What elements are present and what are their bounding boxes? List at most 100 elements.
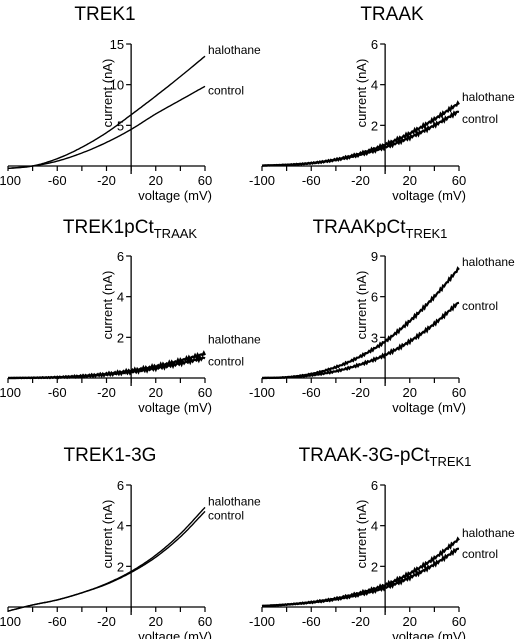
x-tick-label: -60	[302, 385, 321, 400]
x-tick-label: 20	[403, 385, 417, 400]
x-tick-label: 60	[198, 385, 212, 400]
y-axis-label: current (nA)	[354, 271, 369, 340]
panel-3: TREK1pCtTRAAK -100 -60 -20 20 60 2 4 6 voltage (m…	[0, 217, 261, 415]
panel-title-subscript: TREK1	[430, 454, 472, 469]
panel-title-main: TREK1pCt	[63, 217, 155, 238]
series-control-label: control	[208, 83, 244, 97]
y-axis-label: current (nA)	[354, 59, 369, 128]
x-tick-label: -100	[0, 385, 21, 400]
panel-title-main: TRAAKpCt	[313, 217, 407, 238]
panel-5: TREK1-3G -100 -60 -20 20 60 2 4 6 voltage (mV) cur…	[0, 445, 261, 639]
x-tick-label: -60	[302, 614, 321, 629]
x-tick-label: -20	[351, 173, 370, 188]
x-tick-label: 20	[403, 173, 417, 188]
panel-title-main: TRAAK	[360, 4, 424, 25]
panel-title-subscript: TRAAK	[154, 226, 198, 241]
x-axis-label: voltage (mV)	[138, 629, 212, 639]
x-tick-label: -20	[97, 173, 116, 188]
y-tick-label: 6	[117, 478, 124, 493]
panel-1: TREK1 -100 -60 -20 20 60 5 10 15 voltage (mV) curr…	[0, 4, 261, 203]
x-axis-label: voltage (mV)	[138, 400, 212, 415]
series-control-label: control	[208, 355, 244, 369]
y-axis-label: current (nA)	[100, 271, 115, 340]
series-halothane-label: halothane	[462, 90, 515, 104]
y-tick-label: 2	[117, 559, 124, 574]
y-tick-label: 4	[117, 290, 124, 305]
x-tick-label: -20	[351, 385, 370, 400]
x-tick-label: -60	[48, 385, 67, 400]
x-tick-label: -60	[48, 173, 67, 188]
panel-title: TREK1-3G	[64, 445, 157, 466]
y-tick-label: 4	[371, 519, 378, 534]
series-halothane-label: halothane	[208, 494, 261, 508]
panel-title: TRAAKpCtTREK1	[313, 217, 448, 241]
x-tick-label: -20	[97, 614, 116, 629]
x-tick-label: -20	[97, 385, 116, 400]
y-tick-label: 10	[110, 78, 124, 93]
series-control-label: control	[208, 508, 244, 522]
series-control-label: control	[462, 547, 498, 561]
series-halothane-label: halothane	[462, 255, 515, 269]
y-tick-label: 6	[371, 37, 378, 52]
y-tick-label: 2	[371, 118, 378, 133]
x-tick-label: -60	[302, 173, 321, 188]
x-tick-label: 20	[403, 614, 417, 629]
panel-title: TREK1pCtTRAAK	[63, 217, 197, 241]
y-axis-label: current (nA)	[100, 500, 115, 569]
x-tick-label: -100	[249, 173, 275, 188]
panel-title-subscript: TREK1	[406, 226, 448, 241]
y-tick-label: 3	[371, 330, 378, 345]
x-tick-label: -60	[48, 614, 67, 629]
y-tick-label: 6	[117, 249, 124, 264]
series-control-line	[7, 510, 206, 612]
series-control-label: control	[462, 112, 498, 126]
x-tick-label: -20	[351, 614, 370, 629]
x-tick-label: 60	[198, 173, 212, 188]
y-tick-label: 2	[117, 330, 124, 345]
series-halothane-label: halothane	[208, 43, 261, 57]
series-halothane-label: halothane	[462, 526, 515, 540]
x-tick-label: 20	[149, 614, 163, 629]
x-axis-label: voltage (mV)	[392, 400, 466, 415]
series-control-line	[262, 110, 460, 167]
x-tick-label: -100	[0, 173, 21, 188]
series-control-line	[8, 354, 206, 380]
panel-title-main: TREK1	[74, 4, 135, 25]
y-axis-label: current (nA)	[100, 59, 115, 128]
x-tick-label: 60	[198, 614, 212, 629]
x-tick-label: 20	[149, 385, 163, 400]
x-tick-label: -100	[0, 614, 21, 629]
y-tick-label: 15	[110, 37, 124, 52]
series-control-label: control	[462, 299, 498, 313]
panel-title: TREK1	[74, 4, 135, 25]
panel-title-main: TRAAK-3G-pCt	[299, 445, 431, 466]
x-tick-label: 20	[149, 173, 163, 188]
panel-title: TRAAK-3G-pCtTREK1	[299, 445, 472, 469]
y-tick-label: 6	[371, 478, 378, 493]
y-tick-label: 6	[371, 290, 378, 305]
series-control-line	[262, 301, 460, 380]
series-control-line	[7, 85, 206, 170]
x-tick-label: 60	[452, 385, 466, 400]
y-axis-label: current (nA)	[354, 500, 369, 569]
x-axis-label: voltage (mV)	[392, 629, 466, 639]
panel-title: TRAAK	[360, 4, 424, 25]
x-tick-label: -100	[249, 385, 275, 400]
x-tick-label: 60	[452, 614, 466, 629]
x-axis-label: voltage (mV)	[392, 188, 466, 203]
y-tick-label: 4	[117, 519, 124, 534]
x-tick-label: 60	[452, 173, 466, 188]
series-halothane-label: halothane	[208, 333, 261, 347]
y-tick-label: 5	[117, 118, 124, 133]
panel-title-main: TREK1-3G	[64, 445, 157, 466]
panel-4: TRAAKpCtTREK1 -100 -60 -20 20 60 3 6 9 voltage (m…	[249, 217, 515, 415]
y-tick-label: 4	[371, 78, 378, 93]
panel-2: TRAAK -100 -60 -20 20 60 2 4 6 voltage (mV) curren…	[249, 4, 515, 203]
panel-6: TRAAK-3G-pCtTREK1 -100 -60 -20 20 60 2 4 6 voltag…	[249, 445, 515, 639]
x-axis-label: voltage (mV)	[138, 188, 212, 203]
y-tick-label: 9	[371, 249, 378, 264]
y-tick-label: 2	[371, 559, 378, 574]
series-control-line	[261, 547, 460, 608]
x-tick-label: -100	[249, 614, 275, 629]
